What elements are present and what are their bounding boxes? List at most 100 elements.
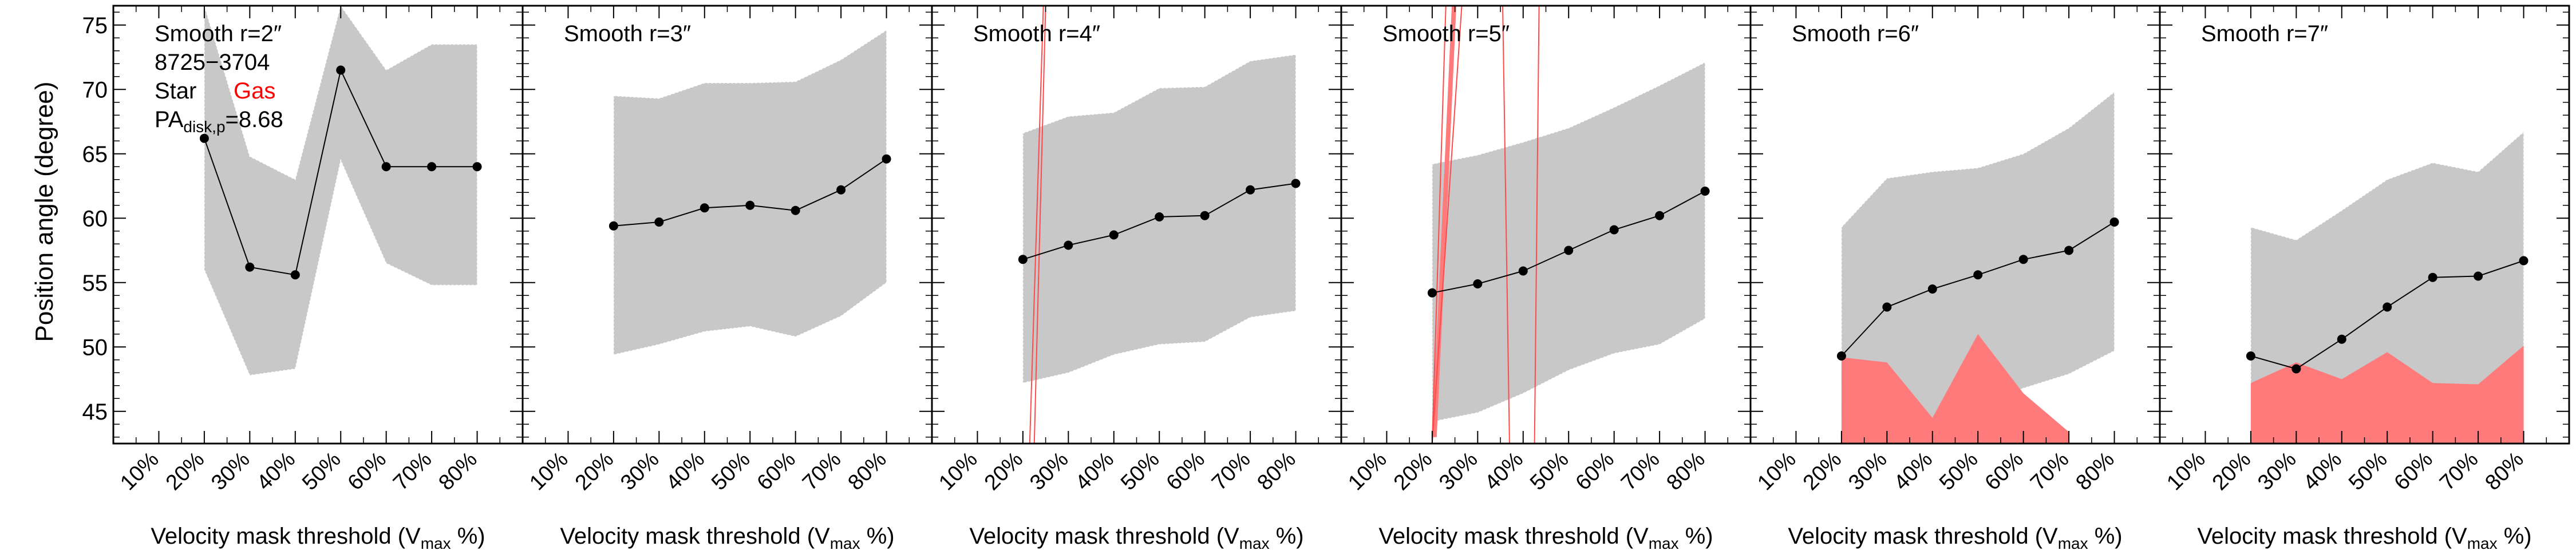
y-tick-label: 70 (82, 77, 108, 102)
data-point (2109, 217, 2119, 227)
data-point (836, 185, 846, 195)
x-axis-label-main: Velocity mask threshold (V (1788, 524, 2058, 549)
legend-pa-value: =8.68 (226, 107, 283, 132)
x-tick-label: 20% (980, 448, 1028, 495)
x-axis-label-tail: %) (2498, 524, 2532, 549)
gas-uncertainty-band (1841, 334, 2069, 444)
plot-area (1427, 6, 1710, 444)
legend-pa-sub: disk,p (183, 118, 225, 136)
x-tick-label: 30% (207, 448, 254, 495)
x-tick-label: 60% (1571, 448, 1619, 495)
data-point (700, 203, 709, 213)
x-tick-label: 60% (753, 448, 800, 495)
plot-area (609, 29, 891, 355)
data-point (427, 162, 437, 172)
x-axis-label-main: Velocity mask threshold (V (969, 524, 1239, 549)
x-tick-label: 30% (2253, 448, 2301, 495)
x-tick-label: 50% (2344, 448, 2392, 495)
x-tick-label: 10% (1753, 448, 1800, 495)
x-tick-label: 50% (1526, 448, 1573, 495)
data-point (1064, 240, 1073, 250)
x-tick-label: 10% (934, 448, 982, 495)
data-point (1518, 266, 1528, 276)
y-tick-label: 55 (82, 271, 108, 296)
data-point (1018, 255, 1028, 264)
x-tick-label: 80% (1662, 448, 1709, 495)
panel-title: Smooth r=4″ (973, 21, 1100, 46)
data-point (2383, 302, 2392, 312)
data-point (882, 154, 891, 164)
x-axis-label-sub: max (1239, 535, 1270, 552)
x-tick-label: 60% (2390, 448, 2437, 495)
data-point (1155, 212, 1164, 221)
y-tick-label: 45 (82, 399, 108, 425)
x-tick-label: 40% (252, 448, 300, 495)
x-tick-label: 70% (2026, 448, 2073, 495)
panel-2: 10%20%30%40%50%60%70%80% Smooth r=3″ Veloc… (521, 5, 933, 552)
x-axis-label: Velocity mask threshold (Vmax %) (2197, 524, 2531, 552)
x-axis-label-main: Velocity mask threshold (V (1378, 524, 1649, 549)
y-tick-label: 60 (82, 206, 108, 231)
x-axis-label-sub: max (830, 535, 860, 552)
x-axis-label: Velocity mask threshold (Vmax %) (151, 524, 485, 552)
legend-pa: PAdisk,p=8.68 (155, 107, 283, 136)
data-point (1973, 270, 1983, 280)
x-tick-label: 40% (662, 448, 709, 495)
data-point (745, 200, 755, 210)
x-tick-label: 80% (434, 448, 481, 495)
x-tick-label: 40% (1480, 448, 1528, 495)
data-point (472, 162, 482, 172)
x-tick-label: 20% (1389, 448, 1437, 495)
panel-3: 10%20%30%40%50%60%70%80% Smooth r=4″ Veloc… (931, 5, 1342, 552)
panel-6: 10%20%30%40%50%60%70%80% Smooth r=7″ Veloc… (2159, 5, 2570, 552)
panel-1: 45 50 55 60 65 70 75 10%20%30%40%50%60%70%80% Sm… (82, 5, 524, 552)
gas-line (1431, 6, 1463, 444)
data-point (2291, 364, 2301, 374)
x-tick-label: 40% (1890, 448, 1937, 495)
x-tick-label: 20% (2208, 448, 2255, 495)
data-point (336, 65, 346, 75)
x-axis-label-tail: %) (1270, 524, 1304, 549)
data-point (1246, 185, 1255, 195)
panel-title: Smooth r=5″ (1382, 21, 1510, 46)
data-point (1200, 211, 1210, 220)
x-tick-label: 60% (1981, 448, 2028, 495)
gas-line (1431, 6, 1447, 444)
x-tick-label: 70% (798, 448, 846, 495)
x-axis-label-main: Velocity mask threshold (V (151, 524, 421, 549)
x-tick-label: 60% (1162, 448, 1210, 495)
star-uncertainty-band (613, 29, 887, 355)
star-uncertainty-band (204, 6, 478, 376)
data-point (1564, 246, 1574, 255)
data-point (2474, 271, 2483, 281)
x-axis-label: Velocity mask threshold (Vmax %) (1788, 524, 2122, 552)
gas-uncertainty-band (2250, 346, 2524, 444)
data-point (2337, 334, 2346, 344)
plot-area (199, 6, 482, 376)
data-point (1655, 211, 1665, 220)
x-tick-label: 80% (1253, 448, 1300, 495)
x-axis-label-tail: %) (451, 524, 485, 549)
x-tick-label: 40% (2299, 448, 2346, 495)
panel-4: 10%20%30%40%50%60%70%80% Smooth r=5″ Veloc… (1340, 5, 1752, 552)
gas-line (1534, 6, 1540, 444)
data-point (2519, 256, 2528, 266)
x-axis-label-tail: %) (2088, 524, 2123, 549)
x-axis-label-main: Velocity mask threshold (V (560, 524, 830, 549)
x-axis-label-sub: max (2467, 535, 2498, 552)
x-tick-label: 80% (2071, 448, 2119, 495)
x-tick-label: 40% (1071, 448, 1119, 495)
x-axis-label: Velocity mask threshold (Vmax %) (1378, 524, 1713, 552)
legend-gas: Gas (234, 78, 275, 104)
x-tick-label: 50% (298, 448, 345, 495)
panel-title: Smooth r=2″ (155, 21, 282, 46)
x-tick-label: 30% (1844, 448, 1891, 495)
gas-line (1502, 6, 1510, 444)
x-tick-label: 10% (2162, 448, 2210, 495)
x-axis-label: Velocity mask threshold (Vmax %) (560, 524, 894, 552)
x-axis-label: Velocity mask threshold (Vmax %) (969, 524, 1303, 552)
legend-id: 8725−3704 (155, 50, 270, 75)
data-point (654, 217, 664, 227)
x-tick-label: 30% (1435, 448, 1482, 495)
x-tick-label: 60% (343, 448, 391, 495)
